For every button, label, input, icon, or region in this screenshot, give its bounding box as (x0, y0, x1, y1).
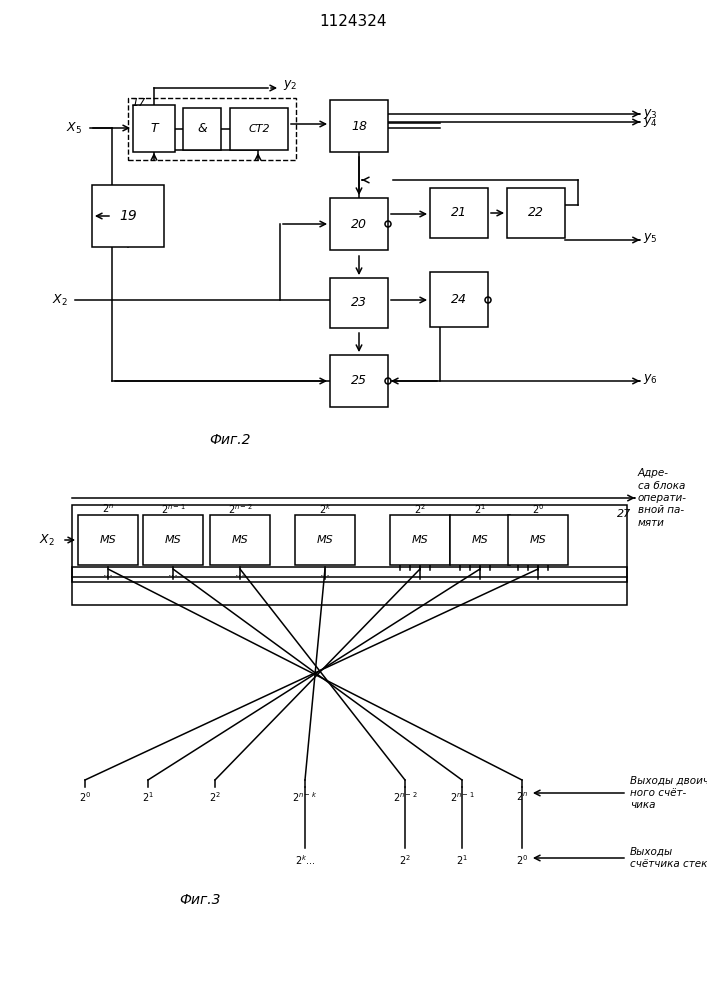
Text: $2^k$...: $2^k$... (295, 853, 315, 867)
Text: 23: 23 (351, 296, 367, 310)
Text: $2^{n-1}$: $2^{n-1}$ (160, 502, 185, 516)
Bar (143, 515, 203, 565)
Text: Фиг.2: Фиг.2 (209, 433, 251, 447)
Text: ...: ... (168, 568, 178, 578)
Text: 17: 17 (131, 98, 145, 108)
Text: Фиг.3: Фиг.3 (180, 893, 221, 907)
Bar (133, 105, 175, 152)
Text: ...: ... (235, 568, 245, 578)
Text: 19: 19 (119, 209, 137, 223)
Text: 25: 25 (351, 374, 367, 387)
Text: $y_4$: $y_4$ (643, 115, 658, 129)
Text: Адре-
са блока
операти-
вной па-
мяти: Адре- са блока операти- вной па- мяти (638, 468, 687, 528)
Text: $2^0$: $2^0$ (532, 502, 544, 516)
Text: 21: 21 (451, 207, 467, 220)
Text: Выходы двоич-
ного счёт-
чика: Выходы двоич- ного счёт- чика (630, 776, 707, 810)
Bar (330, 355, 388, 407)
Text: 27: 27 (617, 509, 631, 519)
Bar (210, 515, 270, 565)
Text: $2^k$: $2^k$ (319, 502, 331, 516)
Text: $2^2$: $2^2$ (414, 502, 426, 516)
Text: $y_5$: $y_5$ (643, 231, 658, 245)
Text: ...: ... (103, 568, 113, 578)
Bar (295, 515, 355, 565)
Bar (390, 515, 450, 565)
Bar (507, 188, 565, 238)
Text: $2^n$: $2^n$ (516, 791, 528, 803)
Text: $2^2$: $2^2$ (209, 790, 221, 804)
Text: MS: MS (530, 535, 547, 545)
Bar (430, 188, 488, 238)
Text: ...: ... (320, 568, 330, 578)
Text: 22: 22 (528, 207, 544, 220)
Bar (183, 108, 221, 150)
Text: $2^{n-k}$: $2^{n-k}$ (293, 790, 317, 804)
Bar (508, 515, 568, 565)
Text: $X_5$: $X_5$ (66, 120, 82, 136)
Text: $2^1$: $2^1$ (142, 790, 154, 804)
Text: $y_3$: $y_3$ (643, 107, 658, 121)
Bar (450, 515, 510, 565)
Bar (92, 185, 164, 247)
Bar (430, 272, 488, 327)
Text: $2^2$: $2^2$ (399, 853, 411, 867)
Text: MS: MS (232, 535, 248, 545)
Text: 1124324: 1124324 (320, 14, 387, 29)
Text: MS: MS (317, 535, 334, 545)
Bar (330, 198, 388, 250)
Text: 18: 18 (351, 119, 367, 132)
Text: 20: 20 (351, 218, 367, 231)
Text: CT2: CT2 (248, 124, 270, 134)
Bar (330, 278, 388, 328)
Text: MS: MS (165, 535, 182, 545)
Text: $2^1$: $2^1$ (474, 502, 486, 516)
Text: $X_2$: $X_2$ (52, 292, 68, 308)
Text: T: T (150, 122, 158, 135)
Bar (78, 515, 138, 565)
Text: $2^{n-1}$: $2^{n-1}$ (450, 790, 474, 804)
Text: MS: MS (411, 535, 428, 545)
Bar (72, 505, 627, 605)
Text: $2^0$: $2^0$ (79, 790, 91, 804)
Text: $y_6$: $y_6$ (643, 372, 658, 386)
Text: $y_2$: $y_2$ (283, 78, 298, 92)
Text: 24: 24 (451, 293, 467, 306)
Text: $2^{n-2}$: $2^{n-2}$ (228, 502, 252, 516)
Bar (330, 100, 388, 152)
Bar (72, 567, 627, 582)
Text: MS: MS (472, 535, 489, 545)
Text: $X_2$: $X_2$ (40, 532, 55, 548)
Text: $2^0$: $2^0$ (516, 853, 528, 867)
Bar (128, 98, 296, 160)
Bar (230, 108, 288, 150)
Text: $2^{n-2}$: $2^{n-2}$ (392, 790, 417, 804)
Text: $2^n$: $2^n$ (102, 503, 114, 515)
Text: Выходы
счётчика стека: Выходы счётчика стека (630, 847, 707, 869)
Text: $2^1$: $2^1$ (456, 853, 468, 867)
Text: &: & (197, 122, 207, 135)
Text: MS: MS (100, 535, 117, 545)
